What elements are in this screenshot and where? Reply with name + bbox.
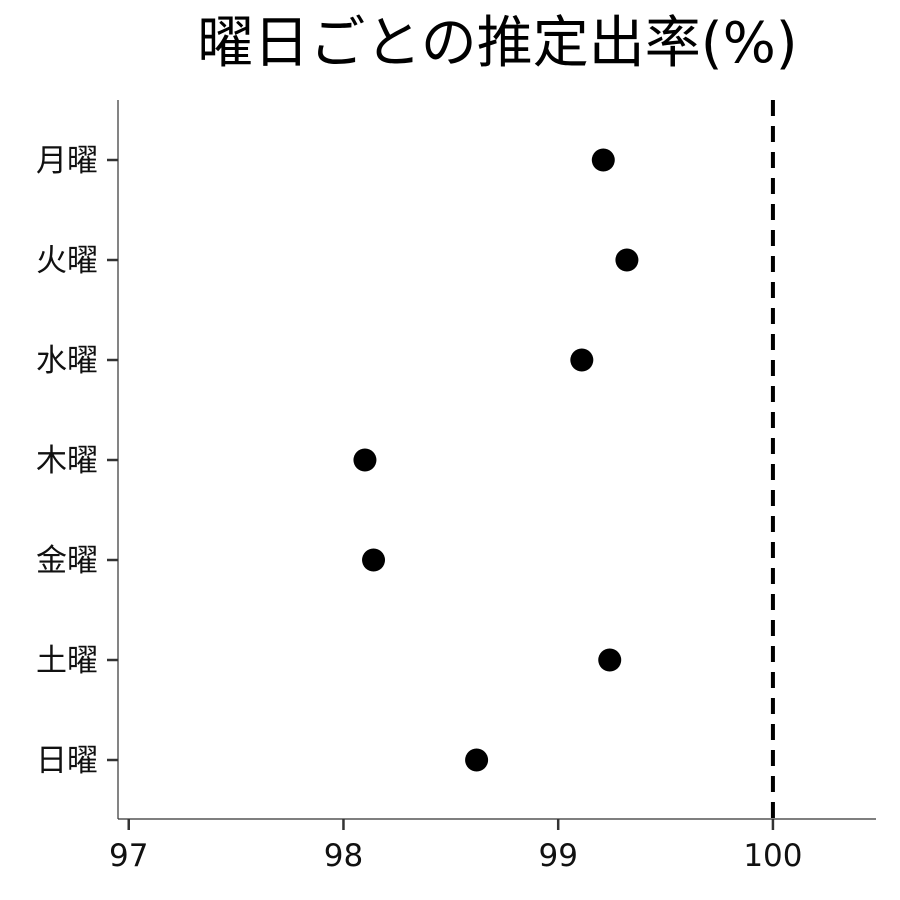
data-point: [591, 148, 615, 172]
y-tick-label: 月曜: [36, 143, 98, 179]
data-point: [570, 348, 594, 372]
data-point: [598, 648, 622, 672]
data-points: [353, 148, 639, 772]
data-point: [353, 448, 377, 472]
x-tick-label: 98: [324, 838, 363, 874]
y-tick-label: 土曜: [36, 643, 98, 679]
y-tick-label: 火曜: [36, 243, 98, 279]
x-tick-label: 99: [538, 838, 577, 874]
data-point: [465, 748, 489, 772]
y-tick-label: 金曜: [36, 543, 98, 579]
y-tick-label: 日曜: [36, 743, 98, 779]
y-tick-label: 木曜: [36, 443, 98, 479]
data-point: [615, 248, 639, 272]
chart-title: 曜日ごとの推定出率(%): [197, 11, 798, 76]
data-point: [362, 548, 386, 572]
x-tick-label: 100: [743, 838, 802, 874]
y-tick-label: 水曜: [36, 343, 98, 379]
x-tick-label: 97: [109, 838, 148, 874]
